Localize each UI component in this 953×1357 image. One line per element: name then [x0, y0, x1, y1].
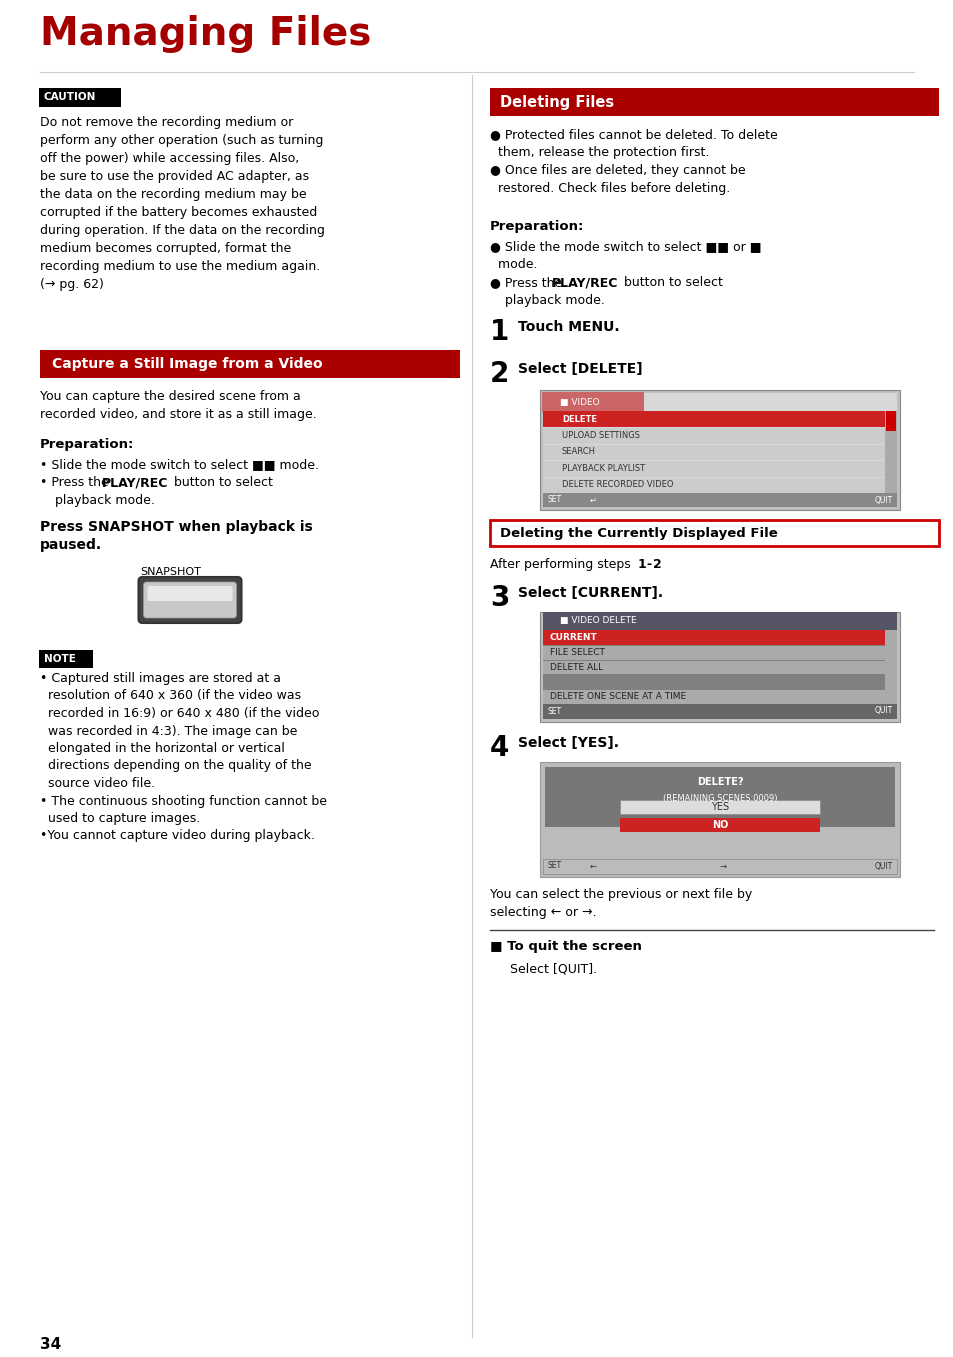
Text: PLAY/REC: PLAY/REC: [552, 275, 618, 289]
Text: DELETE ALL: DELETE ALL: [550, 662, 602, 672]
Text: ←: ←: [589, 862, 597, 870]
Text: Deleting the Currently Displayed File: Deleting the Currently Displayed File: [499, 527, 777, 540]
Text: Select [QUIT].: Select [QUIT].: [510, 962, 597, 974]
FancyBboxPatch shape: [138, 577, 241, 623]
Text: Select [CURRENT].: Select [CURRENT].: [517, 586, 662, 600]
Text: FILE SELECT: FILE SELECT: [550, 647, 604, 657]
FancyBboxPatch shape: [539, 389, 899, 510]
Text: playback mode.: playback mode.: [55, 494, 154, 508]
Text: DELETE RECORDED VIDEO: DELETE RECORDED VIDEO: [561, 480, 673, 490]
FancyBboxPatch shape: [542, 615, 896, 719]
Text: • Captured still images are stored at a
  resolution of 640 x 360 (if the video : • Captured still images are stored at a …: [40, 672, 327, 843]
Text: 2: 2: [490, 360, 509, 388]
FancyBboxPatch shape: [885, 411, 895, 432]
Text: Preparation:: Preparation:: [490, 220, 584, 233]
FancyBboxPatch shape: [542, 478, 884, 493]
FancyBboxPatch shape: [490, 88, 938, 115]
FancyBboxPatch shape: [542, 691, 884, 704]
Text: QUIT: QUIT: [874, 862, 892, 870]
Text: QUIT: QUIT: [874, 707, 892, 715]
FancyBboxPatch shape: [539, 763, 899, 877]
Text: CURRENT: CURRENT: [550, 632, 598, 642]
Text: button to select: button to select: [619, 275, 722, 289]
Text: UPLOAD SETTINGS: UPLOAD SETTINGS: [561, 432, 639, 440]
Text: You can capture the desired scene from a
recorded video, and store it as a still: You can capture the desired scene from a…: [40, 389, 316, 421]
FancyBboxPatch shape: [884, 630, 896, 704]
FancyBboxPatch shape: [490, 520, 938, 546]
Text: playback mode.: playback mode.: [504, 294, 604, 307]
FancyBboxPatch shape: [542, 859, 896, 874]
FancyBboxPatch shape: [619, 818, 820, 832]
FancyBboxPatch shape: [542, 612, 896, 630]
Text: CAUTION: CAUTION: [44, 92, 96, 102]
Text: PLAY/REC: PLAY/REC: [102, 476, 168, 489]
FancyBboxPatch shape: [40, 350, 459, 379]
Text: 1: 1: [490, 318, 509, 346]
FancyBboxPatch shape: [542, 493, 896, 508]
FancyBboxPatch shape: [619, 801, 820, 814]
FancyBboxPatch shape: [542, 411, 884, 427]
FancyBboxPatch shape: [542, 704, 896, 719]
Text: Select [DELETE]: Select [DELETE]: [517, 362, 642, 376]
FancyBboxPatch shape: [143, 582, 236, 617]
Text: SET: SET: [547, 495, 561, 505]
Text: ● Slide the mode switch to select ■■ or ■
  mode.
● Press the: ● Slide the mode switch to select ■■ or …: [490, 240, 760, 289]
FancyBboxPatch shape: [539, 612, 899, 722]
Text: • Slide the mode switch to select ■■ mode.
• Press the: • Slide the mode switch to select ■■ mod…: [40, 459, 318, 489]
Text: (REMAINING SCENES:0009): (REMAINING SCENES:0009): [662, 794, 777, 802]
Text: PLAYBACK PLAYLIST: PLAYBACK PLAYLIST: [561, 464, 644, 472]
Text: 1: 1: [638, 558, 646, 571]
FancyBboxPatch shape: [884, 411, 896, 493]
Text: DELETE?: DELETE?: [696, 778, 742, 787]
Text: Select [YES].: Select [YES].: [517, 735, 618, 750]
Text: SEARCH: SEARCH: [561, 448, 596, 456]
Text: ■ VIDEO: ■ VIDEO: [559, 398, 599, 407]
Text: 3: 3: [490, 584, 509, 612]
FancyBboxPatch shape: [542, 429, 884, 444]
Text: NOTE: NOTE: [44, 654, 76, 664]
Text: DELETE ONE SCENE AT A TIME: DELETE ONE SCENE AT A TIME: [550, 692, 685, 702]
Text: button to select: button to select: [170, 476, 273, 489]
Text: -: -: [645, 558, 651, 571]
FancyBboxPatch shape: [39, 650, 92, 668]
Text: QUIT: QUIT: [874, 495, 892, 505]
Text: 34: 34: [40, 1337, 61, 1352]
Text: SET: SET: [547, 707, 561, 715]
Text: Do not remove the recording medium or
perform any other operation (such as turni: Do not remove the recording medium or pe…: [40, 115, 325, 290]
Text: ↵: ↵: [589, 495, 597, 505]
Text: SNAPSHOT: SNAPSHOT: [140, 567, 201, 577]
FancyBboxPatch shape: [541, 392, 643, 413]
Text: 2: 2: [652, 558, 661, 571]
FancyBboxPatch shape: [39, 88, 121, 107]
Text: Preparation:: Preparation:: [40, 438, 134, 451]
FancyBboxPatch shape: [542, 445, 884, 460]
Text: Press SNAPSHOT when playback is
paused.: Press SNAPSHOT when playback is paused.: [40, 520, 313, 552]
Text: Managing Files: Managing Files: [40, 15, 371, 53]
Text: 4: 4: [490, 734, 509, 763]
FancyBboxPatch shape: [542, 646, 884, 660]
Text: SET: SET: [547, 862, 561, 870]
Text: After performing steps: After performing steps: [490, 558, 634, 571]
Text: You can select the previous or next file by
selecting ← or →.: You can select the previous or next file…: [490, 887, 752, 919]
Text: ■ VIDEO DELETE: ■ VIDEO DELETE: [559, 616, 636, 626]
FancyBboxPatch shape: [148, 586, 233, 601]
Text: ■ To quit the screen: ■ To quit the screen: [490, 940, 641, 953]
Text: DELETE: DELETE: [561, 415, 597, 423]
FancyBboxPatch shape: [544, 767, 894, 826]
Text: Deleting Files: Deleting Files: [499, 95, 614, 110]
Text: Touch MENU.: Touch MENU.: [517, 320, 619, 334]
Text: YES: YES: [710, 802, 728, 811]
FancyBboxPatch shape: [542, 394, 896, 508]
FancyBboxPatch shape: [542, 630, 884, 645]
Text: ● Protected files cannot be deleted. To delete
  them, release the protection fi: ● Protected files cannot be deleted. To …: [490, 128, 777, 195]
FancyBboxPatch shape: [542, 461, 884, 476]
FancyBboxPatch shape: [542, 661, 884, 674]
Text: NO: NO: [711, 820, 727, 830]
Text: Capture a Still Image from a Video: Capture a Still Image from a Video: [52, 357, 322, 370]
Text: →: →: [720, 862, 726, 870]
